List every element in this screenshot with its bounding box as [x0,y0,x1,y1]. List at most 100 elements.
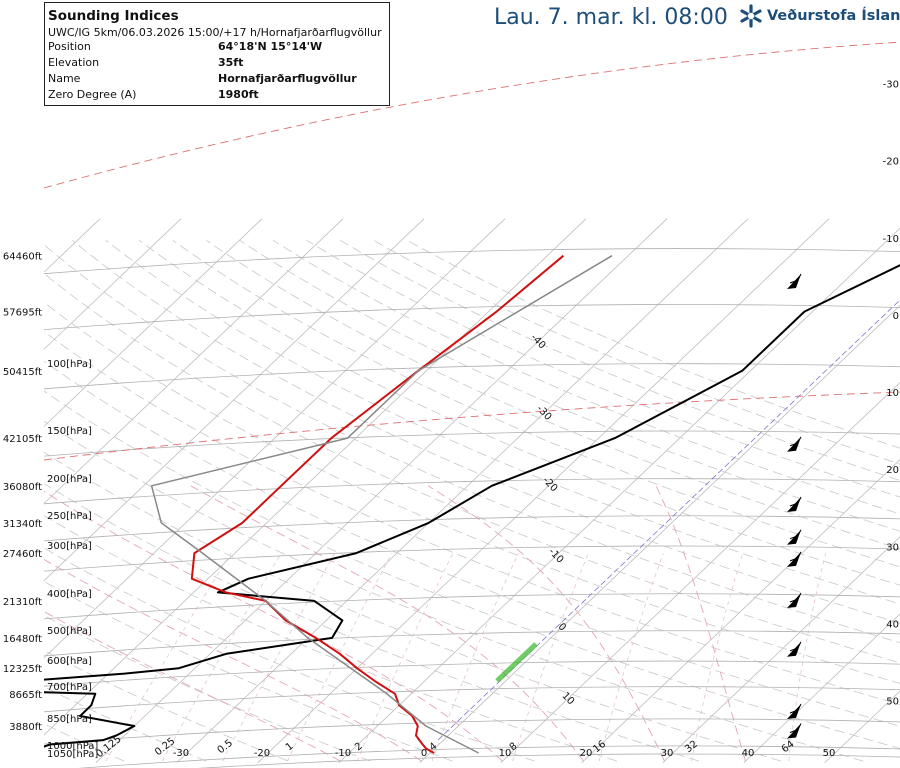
pressure-label: 200[hPa] [47,474,92,485]
dry-adiabat-line [44,360,900,727]
isobar-line [44,545,900,572]
moist-adiabat-line [655,485,746,762]
zero-isotherm-line [437,299,900,741]
altitude-label: 3880ft [9,722,42,733]
right-axis-label: 20 [886,465,899,476]
dry-adiabat-line [44,244,900,644]
barb-feather [789,647,799,652]
altitude-label: 36080ft [3,482,42,493]
temperature-tick-label: -30 [173,748,189,759]
temperature-tick-label: 30 [661,748,674,759]
isotherm-line [44,218,587,736]
wind-barb [787,641,802,657]
pressure-label: 300[hPa] [47,541,92,552]
dry-adiabat-line [206,239,900,550]
barb-feather [789,598,799,603]
pressure-label: 100[hPa] [47,359,92,370]
sounding-indices-panel: Sounding Indices UWC/IG 5km/06.03.2026 1… [44,2,390,106]
info-value: 35ft [218,56,244,69]
isotherm-line [44,218,425,582]
dry-adiabat-line [105,239,900,605]
altitude-label: 12325ft [3,664,42,675]
dry-adiabat-line [44,331,900,706]
mixing-ratio-label: 64 [780,739,797,756]
barb-feather [789,709,799,714]
info-row-position: Position 64°18'N 15°14'W [48,39,389,55]
wind-barb [787,551,802,567]
info-row-name: Name Hornafjarðarflugvöllur [48,71,389,87]
moist-adiabat-line [44,558,422,762]
isotherm-line [581,459,900,763]
dry-adiabat-line [44,301,900,684]
isotherm-line [176,218,749,763]
dry-adiabat-line [373,239,900,465]
isobar-line [197,753,900,768]
temperature-profile [190,254,565,754]
wind-barb [787,592,802,608]
dry-adiabat-line [44,451,782,762]
mixing-ratio-line [598,552,664,762]
altitude-label: 57695ft [3,308,42,319]
right-axis-label: 10 [886,388,899,399]
dry-adiabat-line [44,420,864,762]
mixing-ratio-line [691,552,744,762]
wind-barb [787,529,802,545]
right-axis-label: -30 [883,79,899,90]
isobar-line [44,430,900,457]
isotherm-line [44,218,182,350]
altitude-label: 42105ft [3,434,42,445]
temperature-tick-label: 20 [580,748,593,759]
isobar-line [44,515,900,542]
isotherm-line [338,227,900,763]
wind-barb [787,723,802,739]
mixing-ratio-line [222,552,336,762]
mixing-ratio-line [161,552,282,762]
chart-labels: 1050[hPa]1000[hPa] 850[hPa] 3880ft 700[hPa]… [3,79,899,760]
wind-barb [787,273,802,289]
max-wind-line [44,391,900,461]
isobar-line [44,248,900,275]
info-label: Zero Degree (A) [48,88,137,101]
altitude-label: 64460ft [3,252,42,263]
mixing-ratio-label: 0.5 [216,738,235,756]
isotherm-line [44,218,506,659]
moist-adiabat-line [44,490,503,762]
dry-adiabat-line [44,272,900,664]
temperature-tick-label: 50 [823,748,836,759]
dry-adiabat-line [139,239,900,586]
temperature-tick-label: -10 [335,748,351,759]
panel-title: Sounding Indices [48,8,179,24]
dry-adiabat-line [306,239,900,498]
dewpoint-profile [44,264,900,748]
model-run-label: UWC/IG 5km/06.03.2026 15:00/+17 h/Hornaf… [48,26,382,39]
wind-barbs [787,273,802,739]
isotherm-line [95,218,668,763]
pressure-label: 500[hPa] [47,626,92,637]
isotherm-line [662,536,900,763]
dry-adiabat-line [172,239,900,568]
isobar-line [44,660,900,687]
pressure-label: 1050[hPa] [47,749,98,760]
chart-grid [44,41,900,768]
mixing-ratio-label: 1 [284,741,296,754]
wind-barb [787,703,802,719]
mixing-ratio-label: 2 [353,741,365,754]
barb-feather [789,729,799,733]
temperature-tick-label: -20 [254,748,270,759]
altitude-label: 27460ft [3,549,42,560]
info-value: Hornafjarðarflugvöllur [218,72,357,85]
info-value: 64°18'N 15°14'W [218,40,323,53]
altitude-label: 21310ft [3,597,42,608]
altitude-label: 16480ft [3,634,42,645]
dry-adiabat-line [44,615,371,762]
info-row-zero-degree: Zero Degree (A) 1980ft [48,87,389,103]
tropopause-line [44,41,900,189]
dry-adiabat-line [239,239,900,532]
info-value: 1980ft [218,88,259,101]
pressure-label: 700[hPa] [47,682,92,693]
temperature-tick-label: 0 [421,748,427,759]
dry-adiabat-line [339,239,900,481]
isotherm-line [257,218,830,763]
right-axis-label: 0 [893,311,899,322]
mixing-ratio-line [788,553,827,762]
